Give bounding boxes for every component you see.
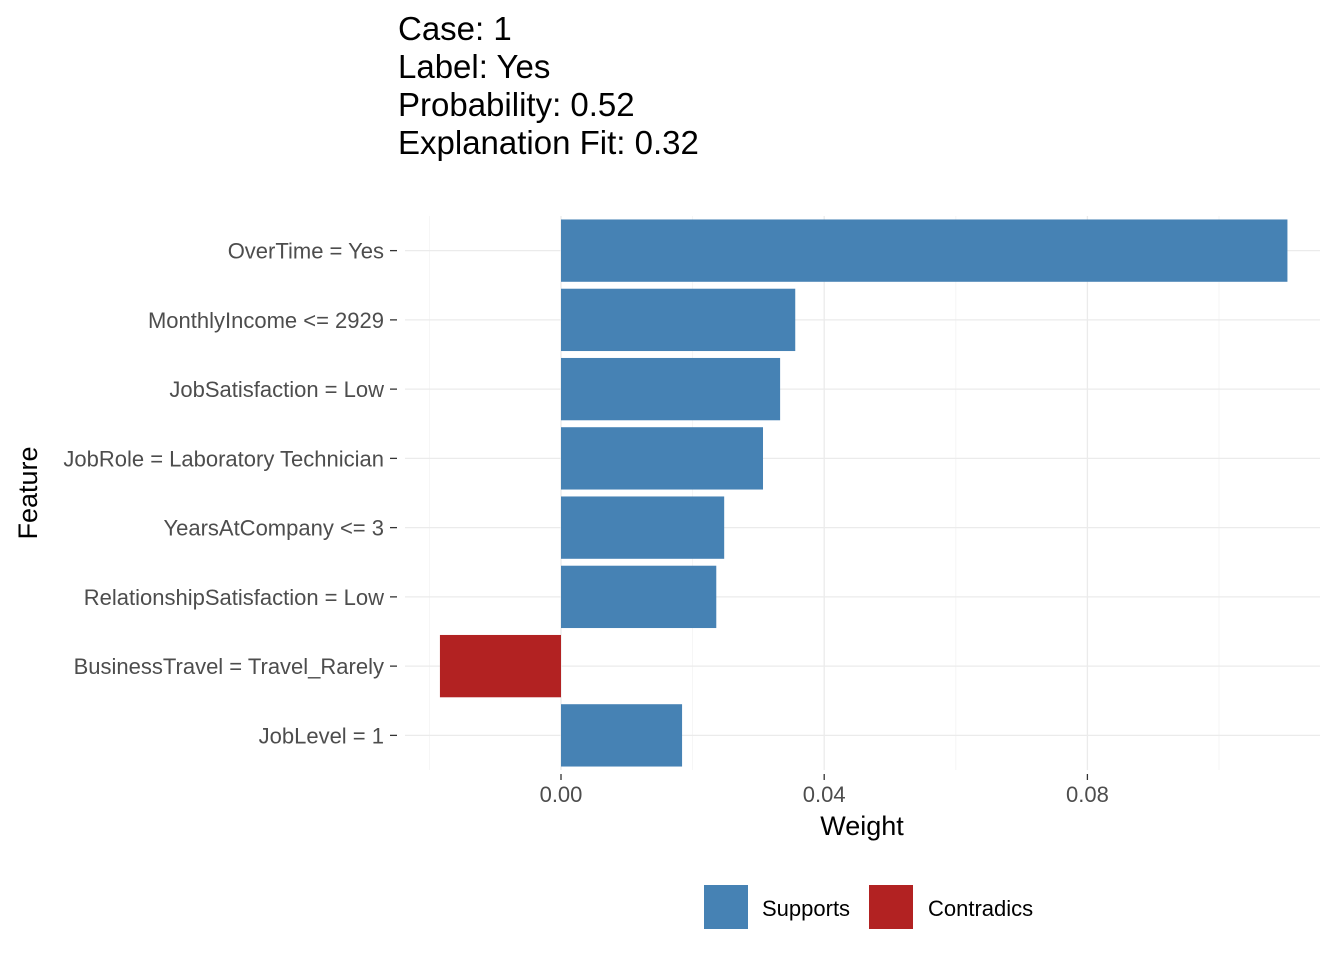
case-title: Case: 1 (398, 10, 512, 47)
chart-title-block: Case: 1 Label: Yes Probability: 0.52 Exp… (398, 10, 699, 162)
bar-supports (561, 496, 725, 559)
bar-contradicts (439, 634, 561, 698)
y-axis-title: Feature (13, 446, 43, 539)
probability-title: Probability: 0.52 (398, 86, 635, 123)
y-tick-label: BusinessTravel = Travel_Rarely (74, 654, 384, 679)
bars (439, 219, 1288, 767)
x-tick-label: 0.08 (1066, 782, 1109, 807)
bar-supports (561, 219, 1288, 282)
x-tick-label: 0.04 (803, 782, 846, 807)
legend-key-contradicts (869, 885, 913, 929)
bar-supports (561, 704, 683, 767)
x-axis-title: Weight (820, 811, 904, 841)
legend-label: Supports (762, 896, 850, 921)
y-tick-label: JobRole = Laboratory Technician (63, 446, 384, 471)
y-axis-ticks: OverTime = Yes MonthlyIncome <= 2929 JobSa… (63, 239, 397, 748)
y-tick-label: OverTime = Yes (228, 239, 384, 264)
x-tick-label: 0.00 (540, 782, 583, 807)
legend-key-supports (704, 885, 748, 929)
y-tick-label: JobLevel = 1 (259, 723, 384, 748)
bar-supports (561, 427, 764, 490)
y-tick-label: RelationshipSatisfaction = Low (84, 585, 384, 610)
explanation-fit-title: Explanation Fit: 0.32 (398, 124, 699, 161)
y-tick-label: JobSatisfaction = Low (169, 377, 384, 402)
x-axis-ticks: 0.00 0.04 0.08 (540, 774, 1109, 807)
bar-supports (561, 288, 796, 352)
bar-supports (561, 565, 717, 629)
bar-supports (561, 357, 781, 421)
y-tick-label: MonthlyIncome <= 2929 (148, 308, 384, 333)
legend-label: Contradics (928, 896, 1033, 921)
legend: Supports Contradics (704, 885, 1033, 929)
y-tick-label: YearsAtCompany <= 3 (163, 516, 384, 541)
label-title: Label: Yes (398, 48, 551, 85)
